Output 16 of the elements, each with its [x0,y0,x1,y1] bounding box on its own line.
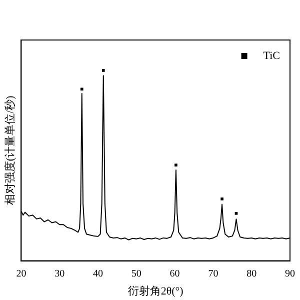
x-tick-label: 30 [54,268,65,280]
x-axis-title: 衍射角2θ(°) [128,284,184,298]
x-tick-label: 60 [170,268,180,280]
x-tick-label: 50 [131,268,142,280]
point [234,212,238,215]
point [102,69,105,72]
x-tick-label: 40 [93,268,103,280]
point [174,164,178,166]
x-tick-label: 70 [208,268,218,280]
x-tick-label: 20 [16,268,26,280]
point [80,88,84,91]
y-axis-title: 相对强度(计量单位/秒) [3,95,16,206]
legend-label: TiC [263,50,280,62]
x-tick-label: 80 [246,268,257,280]
x-tick-label: 90 [285,268,295,280]
point [220,198,224,200]
